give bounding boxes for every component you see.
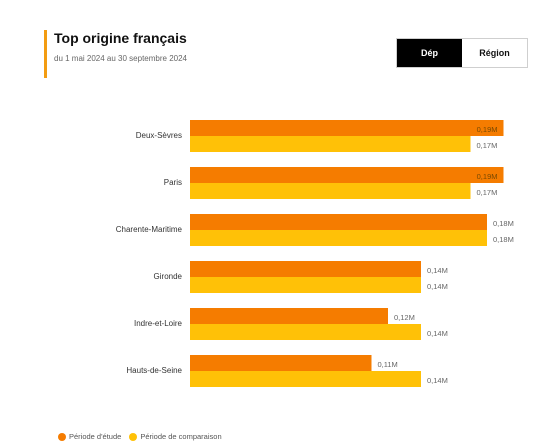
data-label-comparison: 0,17M [477, 188, 498, 197]
category-label: Gironde [154, 272, 183, 281]
bar-chart: Deux-Sèvres 0,19M 0,17M Paris 0,19M 0,17M Char… [116, 120, 514, 387]
data-label-comparison: 0,14M [427, 376, 448, 385]
accent-bar [44, 30, 47, 78]
legend-label-study: Période d'étude [69, 432, 122, 441]
data-label-study: 0,19M [477, 125, 498, 134]
data-label-study: 0,12M [394, 313, 415, 322]
legend-swatch-study [58, 432, 66, 441]
bar-study[interactable] [190, 308, 388, 324]
legend-item-comparison[interactable]: Période de comparaison [129, 432, 222, 441]
chart-subtitle: du 1 mai 2024 au 30 septembre 2024 [54, 54, 187, 63]
toggle-dep-button[interactable]: Dép [397, 39, 462, 67]
bar-study[interactable] [190, 167, 504, 183]
data-label-study: 0,18M [493, 219, 514, 228]
data-label-study: 0,11M [378, 360, 398, 369]
category-label: Deux-Sèvres [136, 131, 182, 140]
bar-comparison[interactable] [190, 183, 471, 199]
legend-label-comparison: Période de comparaison [140, 432, 222, 441]
category-label: Indre-et-Loire [134, 319, 183, 328]
chart-legend: Période d'étude Période de comparaison [58, 432, 222, 441]
legend-swatch-comparison [129, 432, 138, 441]
bar-study[interactable] [190, 355, 372, 371]
bar-comparison[interactable] [190, 230, 487, 246]
bar-study[interactable] [190, 214, 487, 230]
bar-comparison[interactable] [190, 324, 421, 340]
category-label: Charente-Maritime [116, 225, 183, 234]
dep-region-toggle: Dép Région [396, 38, 528, 68]
data-label-study: 0,14M [427, 266, 448, 275]
data-label-study: 0,19M [477, 172, 498, 181]
chart-title: Top origine français [54, 30, 187, 46]
category-label: Paris [164, 178, 182, 187]
bar-comparison[interactable] [190, 371, 421, 387]
data-label-comparison: 0,17M [477, 141, 498, 150]
bar-comparison[interactable] [190, 136, 471, 152]
data-label-comparison: 0,18M [493, 235, 514, 244]
legend-item-study[interactable]: Période d'étude [58, 432, 121, 441]
data-label-comparison: 0,14M [427, 282, 448, 291]
chart-card: Top origine français du 1 mai 2024 au 30… [30, 14, 542, 441]
data-label-comparison: 0,14M [427, 329, 448, 338]
category-label: Hauts-de-Seine [126, 366, 182, 375]
bar-study[interactable] [190, 120, 504, 136]
bar-comparison[interactable] [190, 277, 421, 293]
bar-study[interactable] [190, 261, 421, 277]
toggle-region-button[interactable]: Région [462, 39, 527, 67]
